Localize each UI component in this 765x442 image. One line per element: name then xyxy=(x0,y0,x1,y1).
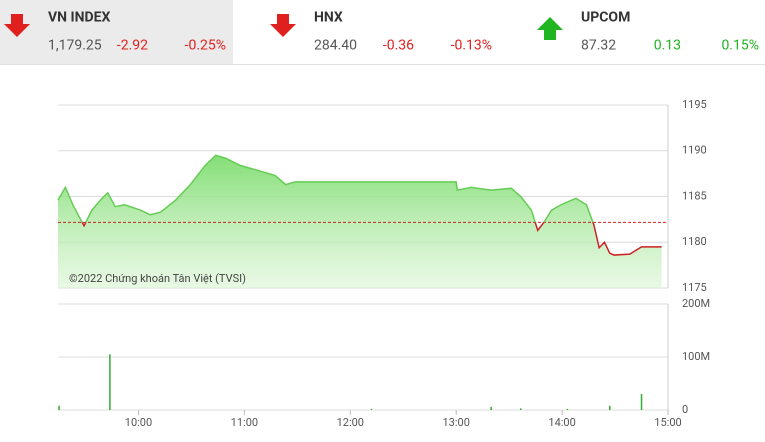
volume-bar xyxy=(566,408,569,410)
x-tick-label: 10:00 xyxy=(125,416,152,429)
price-area xyxy=(58,155,662,288)
index-change: -0.36 xyxy=(383,38,414,54)
index-name: HNX xyxy=(314,10,343,26)
trend-arrow xyxy=(270,14,296,37)
volume-bar xyxy=(609,405,611,410)
y-tick-label: 100M xyxy=(682,350,710,363)
index-value: 284.40 xyxy=(314,38,357,54)
price-line-up xyxy=(57,154,594,223)
x-tick-label: 13:00 xyxy=(442,416,469,429)
index-change: -2.92 xyxy=(117,38,148,54)
index-name: VN INDEX xyxy=(48,10,110,26)
y-tick-label: 1195 xyxy=(682,98,707,111)
y-tick-label: 1190 xyxy=(682,144,707,157)
index-percent: -0.25% xyxy=(185,38,226,54)
active-tab-bg xyxy=(0,0,233,64)
y-tick-label: 1185 xyxy=(682,189,707,202)
x-tick-label: 12:00 xyxy=(337,416,364,429)
y-tick-label: 0 xyxy=(682,403,688,416)
index-value: 87.32 xyxy=(581,38,616,54)
volume-bar xyxy=(490,406,492,410)
volume-bar xyxy=(109,354,111,410)
y-tick-label: 1180 xyxy=(682,235,707,248)
index-percent: 0.15% xyxy=(721,38,759,54)
volume-bar xyxy=(58,405,60,410)
y-tick-label: 1175 xyxy=(682,281,707,294)
x-tick-label: 15:00 xyxy=(654,416,681,429)
watermark: ©2022 Chứng khoán Tân Việt (TVSI) xyxy=(69,272,246,285)
x-tick-label: 11:00 xyxy=(231,416,258,429)
index-value: 1,179.25 xyxy=(48,38,102,54)
volume-bar xyxy=(370,408,373,410)
index-change: 0.13 xyxy=(654,38,681,54)
volume-bar xyxy=(520,408,522,410)
trend-arrow xyxy=(537,17,563,40)
y-tick-label: 200M xyxy=(682,297,710,310)
index-percent: -0.13% xyxy=(451,38,492,54)
x-tick-label: 14:00 xyxy=(548,416,575,429)
volume-bar xyxy=(640,394,643,410)
trend-arrow xyxy=(4,14,30,37)
index-name: UPCOM xyxy=(581,10,630,26)
